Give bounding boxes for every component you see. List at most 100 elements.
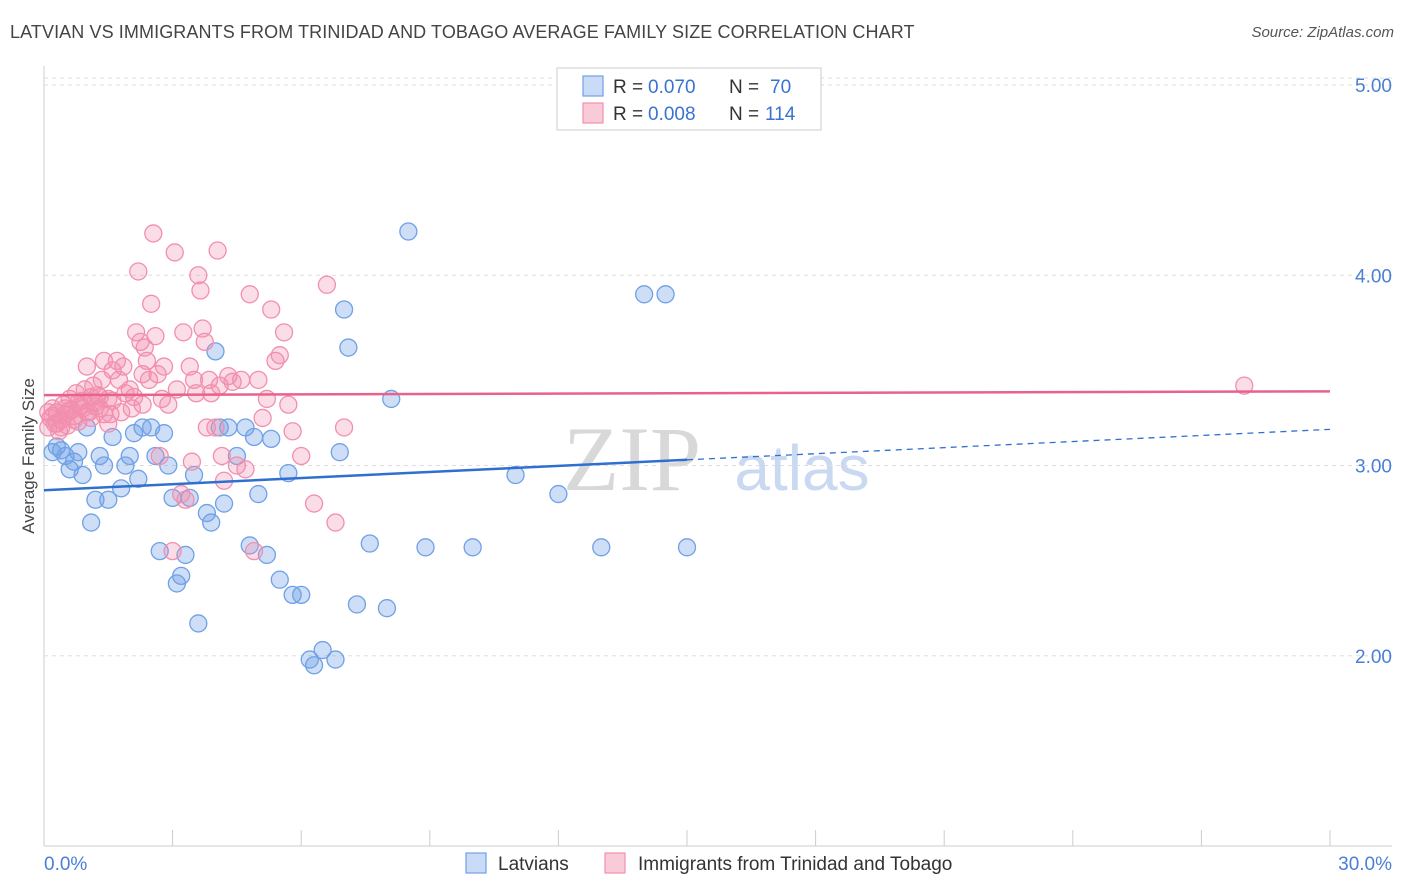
data-point [330,443,349,462]
data-point [317,275,337,294]
data-point [214,494,234,513]
data-point [227,446,247,466]
data-point [133,395,152,414]
data-point [326,650,345,669]
data-point [377,599,397,618]
legend-n-value-1: 70 [770,77,791,98]
data-point [189,614,208,633]
x-ticks [43,830,1331,846]
data-point [292,585,311,605]
data-point [244,427,264,447]
data-point [182,452,202,471]
data-point [187,384,206,403]
source-label: Source: ZipAtlas.com [1251,24,1394,41]
legend-n-label-1: N = [729,77,759,98]
data-point [677,538,697,557]
data-point [202,513,221,532]
data-point [249,484,268,504]
data-point [304,656,324,675]
data-point [347,595,367,614]
data-point [142,294,161,313]
legend-n-label-2: N = [729,104,759,125]
legend-swatch-latvians [582,75,604,97]
data-point [249,370,268,390]
data-point [129,262,148,281]
data-point [270,570,289,589]
data-point [253,408,272,428]
trendline-latvians [43,458,688,492]
data-point [39,403,58,422]
data-point [146,446,165,466]
data-point [165,243,184,262]
data-point [326,513,345,532]
legend-n-value-2: 114 [765,104,796,125]
data-point [279,395,298,414]
data-point [73,399,92,418]
data-point [360,534,379,553]
data-point [334,418,354,437]
data-point [64,452,84,471]
data-point [122,399,142,418]
trendline-trinidad [43,390,1331,397]
data-point [99,490,118,509]
data-point [1235,376,1254,395]
data-point [270,346,289,365]
data-point [94,456,114,475]
y-tick-label: 2.00 [1355,647,1392,668]
y-tick-label: 4.00 [1355,266,1392,287]
trendlines [43,390,1331,492]
data-point [244,541,264,561]
data-point [208,241,227,260]
data-point [154,357,174,376]
data-point [150,541,169,561]
data-point [127,323,146,342]
y-tick-labels: 2.00 3.00 4.00 5.00 [1355,76,1392,668]
data-point [129,469,148,488]
data-point [184,370,204,390]
data-point [90,387,109,407]
chart-title: LATVIAN VS IMMIGRANTS FROM TRINIDAD AND … [10,22,915,42]
data-point [99,414,118,433]
data-point [197,503,217,523]
data-point [592,538,611,557]
data-point [549,484,568,504]
data-point [191,281,210,300]
data-point [189,266,208,285]
data-point [334,300,354,319]
data-point [176,490,195,509]
data-point [416,538,435,557]
y-tick-label: 5.00 [1355,76,1392,97]
data-point [154,424,174,443]
data-point [212,446,232,466]
data-point [120,446,139,466]
data-point [236,460,255,479]
data-point [172,566,191,586]
data-point [193,319,212,338]
data-point [283,422,302,441]
x-tick-label-max: 30.0% [1338,854,1392,875]
data-point [206,418,225,437]
legend-r-value-1: 0.070 [648,77,696,98]
data-point [199,370,219,390]
data-point [195,332,214,352]
series-legend-label-latvians: Latvians [498,854,569,875]
series-legend-label-trinidad: Immigrants from Trinidad and Tobago [638,854,952,875]
legend-swatch-trinidad [582,102,604,124]
data-point [313,640,332,660]
series-legend-swatch-trinidad [604,852,626,874]
data-point [262,429,281,449]
data-point [304,494,324,513]
data-point [656,285,675,304]
gridlines [44,77,1392,657]
data-point [174,323,193,342]
data-point [399,222,418,241]
series-legend-swatch-latvians [465,852,487,874]
data-point [274,323,294,342]
data-point [150,446,169,466]
data-point [506,465,525,485]
stats-legend: R = 0.070 N = 70 R = 0.008 N = 114 [556,67,822,131]
data-point [339,338,358,357]
data-point [146,326,165,346]
data-point [292,446,311,466]
